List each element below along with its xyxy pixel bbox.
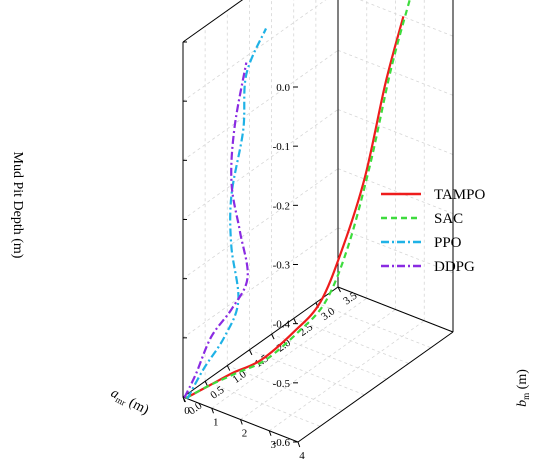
series-line-sac [185,0,411,400]
box-edge [337,286,454,333]
grid-line [337,49,454,96]
z-tick-label: -0.3 [273,260,291,272]
grid-line [182,50,339,161]
x-tick-label: 0 [184,405,190,417]
series-lines [183,0,411,400]
tick-mark [182,396,186,403]
tick-mark [337,286,341,293]
y-axis-label-unit: (m) [515,369,530,393]
y-tick-label: 0.5 [208,384,227,402]
tick-mark [293,318,297,324]
z-tick-label: -0.4 [273,319,291,331]
z-axis-label: Mud Pit Depth (m) [10,152,25,259]
grid-line [337,168,454,215]
y-axis-label-main: b [515,400,530,407]
grid-line [182,227,339,339]
tick-mark [297,441,301,448]
y-tick-label: 3.5 [341,289,360,307]
x-tick-label: 4 [299,450,305,462]
z-tick-label: -0.5 [273,378,291,390]
tick-mark [268,430,272,436]
grid-line [315,302,432,349]
grid-line [269,320,425,432]
z-tick-label: -0.2 [273,200,290,212]
tick-mark [211,408,214,414]
grid-line [337,109,454,155]
tick-mark [226,365,231,371]
series-line-tampo [185,16,405,400]
grid-line [182,168,339,279]
grid-line [211,297,367,409]
grid-lines [182,0,454,443]
x-axis-label-sub: mr [114,394,128,408]
tick-mark [240,419,243,425]
tick-mark [248,349,253,356]
grid-line [227,365,343,411]
z-tick-label: 0.0 [276,82,290,94]
grid-line [337,227,454,274]
grid-line [293,318,409,364]
legend-label-ppo: PPO [434,235,462,251]
grid-line [182,0,327,102]
x-tick-label: 2 [242,428,248,440]
legend-label-ddpg: DDPG [434,259,475,275]
x-tick-label: 1 [213,416,219,428]
legend-label-sac: SAC [434,211,463,227]
grid-line [182,0,243,43]
z-tick-label: -0.1 [273,141,290,153]
x-tick-label: 3 [271,439,277,451]
box-edge [297,331,454,443]
grid-line [271,333,387,380]
x-axis-label-unit: (m) [123,394,151,419]
box-edge [182,286,339,398]
y-axis-label: bm (m) [515,369,531,407]
tick-mark [271,333,275,340]
grid-line [240,309,396,420]
x-axis-label: amr (m) [108,386,152,419]
legend: TAMPO SAC PPO DDPG [381,187,485,275]
box-frame [182,0,454,443]
series-line-ppo [186,28,268,400]
grid-line [204,380,321,427]
legend-label-tampo: TAMPO [434,187,485,203]
grid-line [359,0,454,37]
z-tick-label: -0.6 [273,437,291,449]
y-axis-label-sub: m [521,393,531,400]
box-edge [182,0,244,43]
grid-line [182,109,339,220]
series-line-ddpg [183,62,249,399]
